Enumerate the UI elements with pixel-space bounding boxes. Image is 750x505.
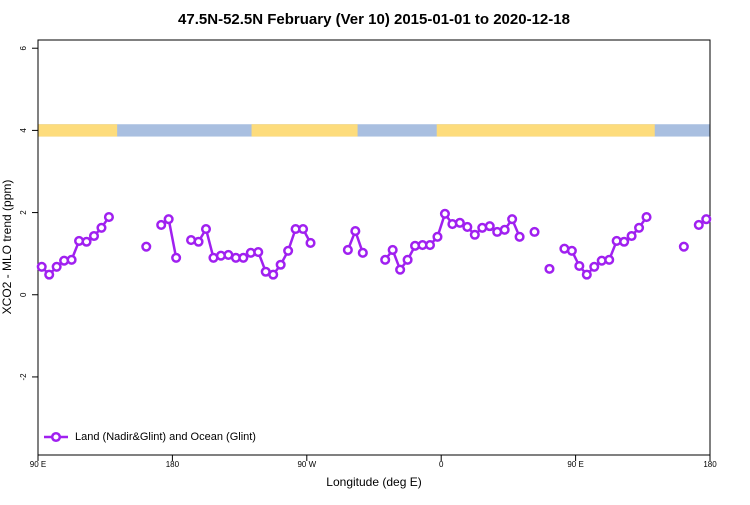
data-point [268, 269, 279, 280]
data-point [342, 244, 353, 256]
x-tick-label: 180 [703, 460, 717, 469]
data-point [507, 214, 518, 225]
data-point [469, 229, 480, 240]
data-point [604, 254, 615, 265]
data-point [387, 244, 398, 256]
data-point [238, 252, 249, 263]
y-tick-label: 2 [19, 210, 28, 215]
data-point [380, 254, 391, 265]
data-point [574, 260, 585, 272]
data-point [44, 269, 55, 280]
data-point [283, 245, 294, 256]
data-point [103, 212, 114, 223]
y-axis-label: XCO2 - MLO trend (ppm) [0, 180, 14, 315]
legend-marker [50, 431, 62, 443]
data-point [424, 239, 436, 251]
data-point [163, 214, 174, 225]
x-tick-label: 0 [439, 460, 444, 469]
x-tick-label: 90 E [567, 460, 583, 469]
data-point [454, 217, 465, 228]
data-point [581, 269, 592, 280]
data-point [439, 208, 450, 219]
data-point [253, 246, 264, 258]
data-point [305, 237, 316, 249]
land-band [436, 124, 655, 137]
land-band [251, 124, 358, 137]
data-point [544, 263, 555, 274]
data-point [81, 236, 92, 247]
y-tick-label: 6 [19, 45, 28, 50]
data-point [36, 261, 47, 272]
data-point [701, 214, 712, 225]
y-tick-label: 4 [19, 128, 28, 133]
data-point [275, 259, 286, 270]
x-axis-label: Longitude (deg E) [326, 475, 421, 489]
plot-frame [37, 39, 711, 456]
data-point [462, 221, 473, 233]
data-point [171, 252, 182, 263]
data-point [484, 221, 495, 232]
data-point [96, 222, 107, 233]
data-point [350, 226, 361, 237]
data-point [626, 230, 637, 242]
data-point [298, 223, 309, 235]
data-point [589, 261, 600, 272]
legend-label: Land (Nadir&Glint) and Ocean (Glint) [75, 431, 256, 443]
data-point [193, 236, 204, 247]
data-point [678, 241, 689, 252]
x-tick-label: 180 [166, 460, 180, 469]
data-point [402, 254, 413, 265]
y-tick-label: 0 [19, 292, 28, 297]
data-point [499, 224, 510, 235]
x-tick-label: 90 W [297, 460, 316, 469]
legend: Land (Nadir&Glint) and Ocean (Glint) [44, 431, 256, 443]
data-point [66, 254, 77, 265]
chart-title: 47.5N-52.5N February (Ver 10) 2015-01-01… [178, 11, 570, 28]
data-point [156, 219, 167, 230]
data-point [141, 241, 152, 252]
data-point [200, 223, 212, 235]
data-point [395, 264, 406, 275]
series-line [40, 211, 708, 277]
data-point [88, 230, 100, 242]
data-point [514, 231, 525, 242]
data-point [432, 231, 443, 242]
land-band [38, 124, 118, 137]
data-point [693, 219, 704, 230]
data-point [529, 226, 540, 237]
data-point [51, 261, 62, 272]
data-point [619, 236, 630, 247]
data-point [641, 212, 652, 223]
data-point [357, 247, 368, 258]
x-tick-label: 90 E [30, 460, 46, 469]
y-tick-label: -2 [19, 373, 28, 381]
data-point [634, 222, 645, 233]
data-point [566, 245, 577, 256]
